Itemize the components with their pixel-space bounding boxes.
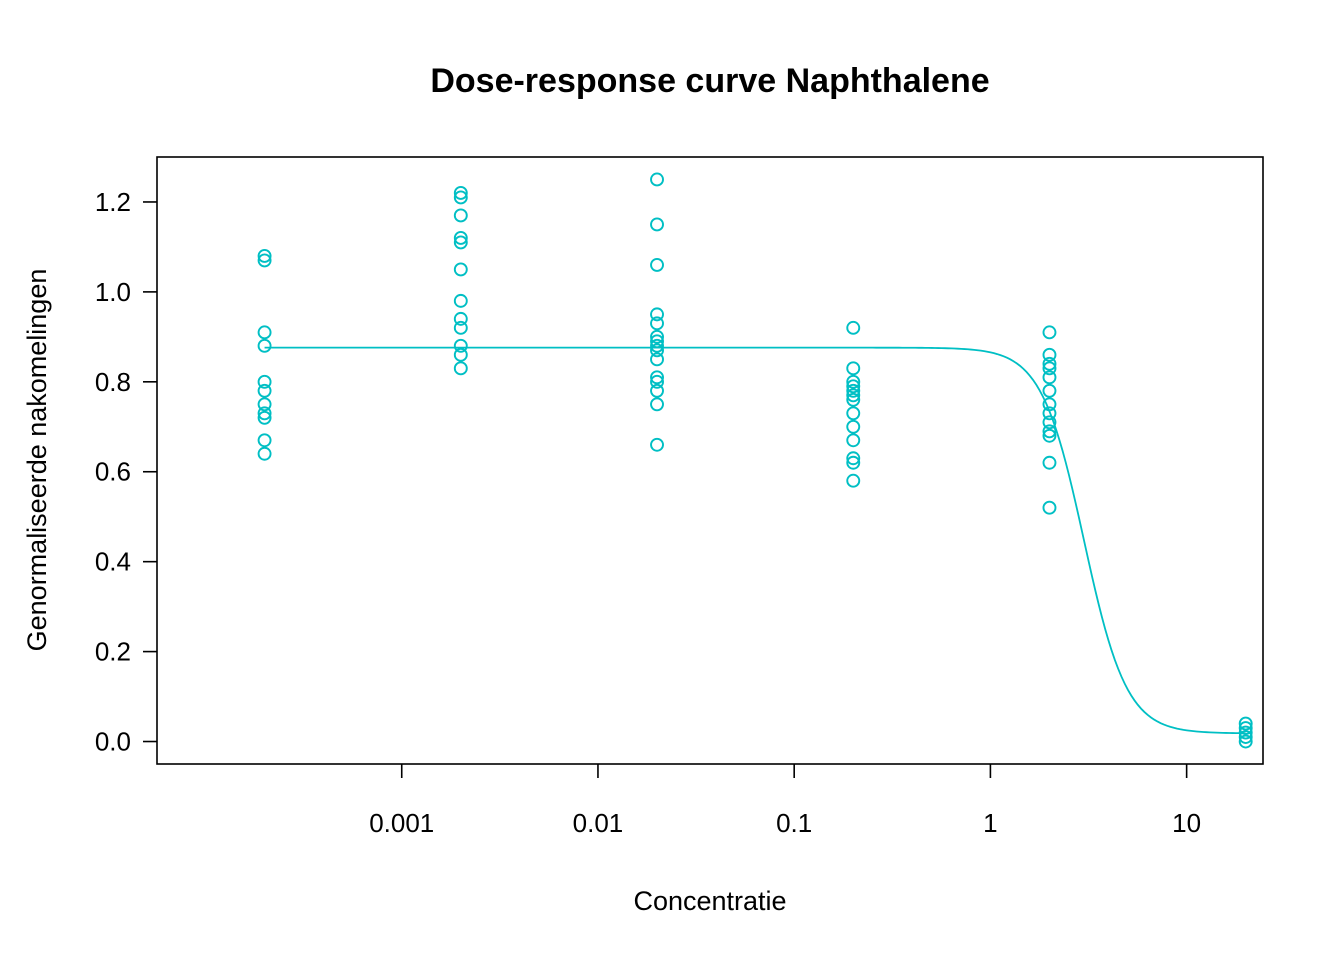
data-point <box>846 374 861 389</box>
data-point <box>453 293 468 308</box>
data-point <box>846 433 861 448</box>
data-point <box>1042 406 1057 421</box>
data-point <box>846 379 861 394</box>
y-tick-label: 0.6 <box>95 457 131 487</box>
data-point <box>1042 370 1057 385</box>
data-point <box>1238 730 1253 744</box>
data-point <box>257 410 272 425</box>
data-point <box>650 329 664 344</box>
y-tick-label: 1.2 <box>95 187 131 217</box>
chart-title: Dose-response curve Naphthalene <box>430 62 989 100</box>
data-point <box>650 374 664 389</box>
data-point <box>1042 424 1057 439</box>
data-point <box>1042 428 1057 443</box>
data-point <box>257 397 272 412</box>
data-point <box>257 374 272 389</box>
data-point <box>453 190 468 205</box>
x-axis-label: Concentratie <box>633 886 786 916</box>
data-point <box>257 253 272 268</box>
data-point <box>453 262 468 277</box>
data-point <box>1042 356 1057 371</box>
data-point <box>257 338 272 353</box>
data-point <box>453 347 468 362</box>
x-axis: 0.001 0.01 0.1 1 10 <box>369 764 1201 838</box>
data-point <box>257 446 272 461</box>
x-tick-label: 0.001 <box>369 808 434 838</box>
data-point <box>650 257 664 272</box>
data-point <box>846 455 861 470</box>
x-tick-label: 10 <box>1172 808 1201 838</box>
data-point <box>1238 721 1253 735</box>
data-points-layer <box>257 172 1253 749</box>
x-tick-label: 1 <box>983 808 997 838</box>
x-tick-label: 0.1 <box>776 808 812 838</box>
fitted-curve <box>264 346 1246 735</box>
y-tick-label: 0.8 <box>95 367 131 397</box>
data-point <box>846 361 861 376</box>
data-point <box>650 338 664 353</box>
y-tick-label: 0.4 <box>95 547 131 577</box>
data-point <box>1238 734 1253 749</box>
data-point <box>1042 415 1057 430</box>
y-tick-label: 0.2 <box>95 637 131 667</box>
plot-frame <box>156 156 1264 765</box>
data-point <box>650 352 664 367</box>
data-point <box>453 320 468 335</box>
data-point <box>650 370 664 385</box>
x-tick-label: 0.01 <box>573 808 624 838</box>
data-point <box>453 361 468 376</box>
data-point <box>453 208 468 223</box>
data-point <box>1042 455 1057 470</box>
data-point <box>846 388 861 403</box>
data-point <box>453 338 468 353</box>
data-point <box>650 172 664 187</box>
data-point <box>650 397 664 412</box>
data-point <box>846 406 861 421</box>
data-point <box>257 433 272 448</box>
data-point <box>846 473 861 488</box>
data-point <box>1042 361 1057 376</box>
data-point <box>453 230 468 245</box>
data-point <box>1238 725 1253 740</box>
data-point <box>257 248 272 263</box>
data-point <box>846 320 861 335</box>
y-tick-label: 0.0 <box>95 727 131 757</box>
data-point <box>257 406 272 421</box>
data-point <box>1042 325 1057 340</box>
y-axis-label: Genormaliseerde nakomelingen <box>22 269 52 652</box>
data-point <box>846 451 861 466</box>
data-point <box>453 186 468 200</box>
y-axis: 0.0 0.2 0.4 0.6 0.8 1.0 1.2 <box>95 187 157 757</box>
data-point <box>257 325 272 340</box>
data-point <box>650 383 664 398</box>
data-point <box>650 307 664 322</box>
data-point <box>650 217 664 232</box>
data-point <box>1238 716 1253 731</box>
data-point <box>846 383 861 398</box>
data-point <box>650 316 664 331</box>
y-tick-label: 1.0 <box>95 277 131 307</box>
data-point <box>257 383 272 398</box>
data-point <box>846 419 861 434</box>
data-point <box>650 343 664 358</box>
data-point <box>1042 500 1057 515</box>
data-point <box>453 311 468 326</box>
data-point <box>1042 383 1057 398</box>
fitted-curve-layer <box>264 346 1246 735</box>
data-point <box>1042 347 1057 362</box>
data-point <box>650 437 664 452</box>
data-point <box>650 334 664 349</box>
data-point <box>846 392 861 407</box>
data-point <box>453 235 468 250</box>
data-point <box>1042 397 1057 412</box>
